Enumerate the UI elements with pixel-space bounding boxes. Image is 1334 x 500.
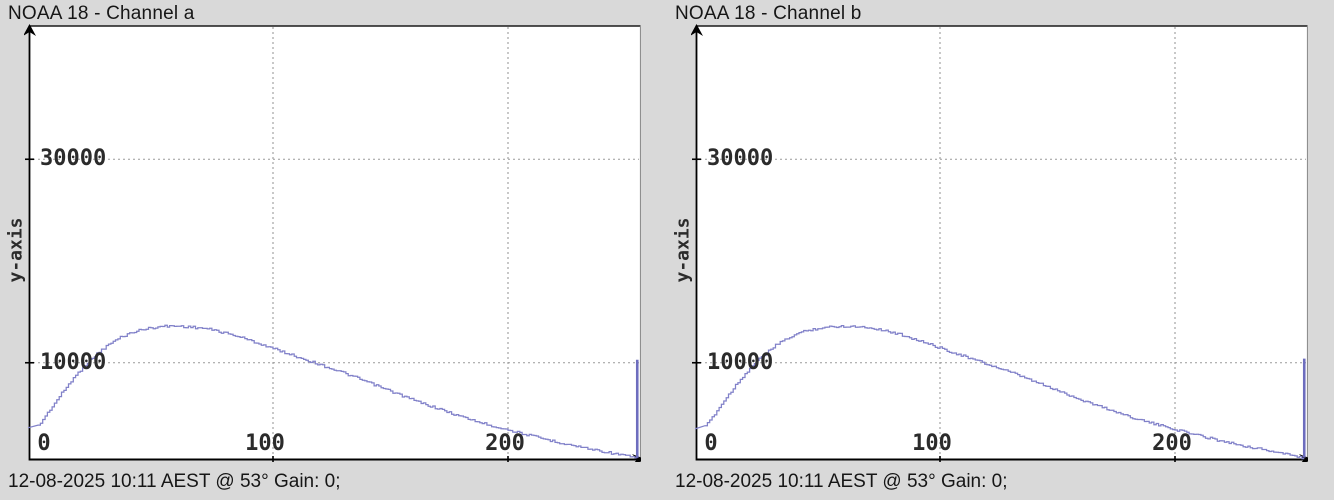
plot-background xyxy=(29,26,641,460)
plot-background xyxy=(696,26,1308,460)
histogram-panel-channel-b: NOAA 18 - Channel b y-axis 30000 10000 0… xyxy=(667,0,1334,500)
x-tick-label-100: 100 xyxy=(912,431,952,456)
caption-text: 12-08-2025 10:11 AEST @ 53° Gain: 0 xyxy=(8,471,336,492)
caption-text: 12-08-2025 10:11 AEST @ 53° Gain: 0 xyxy=(675,471,1003,492)
x-tick-label-200: 200 xyxy=(1152,431,1192,456)
chart-title: NOAA 18 - Channel b xyxy=(675,3,862,24)
histogram-plot xyxy=(691,24,1308,462)
histogram-plot xyxy=(24,24,641,462)
x-tick-label-0: 0 xyxy=(37,431,51,456)
y-axis-label: y-axis xyxy=(5,217,27,283)
histogram-panel-channel-a: NOAA 18 - Channel a y-axis 30000 10000 0… xyxy=(5,3,641,493)
y-tick-label-10000: 10000 xyxy=(707,350,774,375)
timestamp-caption: 12-08-2025 10:11 AEST @ 53° Gain: 0; xyxy=(675,471,1006,493)
y-tick-label-30000: 30000 xyxy=(707,146,774,171)
y-tick-label-10000: 10000 xyxy=(40,350,107,375)
x-tick-label-200: 200 xyxy=(485,431,525,456)
timestamp-caption: 12-08-2025 10:11 AEST @ 53° Gain: 0; xyxy=(8,471,339,493)
y-axis-label: y-axis xyxy=(672,217,694,283)
x-tick-label-0: 0 xyxy=(704,431,718,456)
caption-clipped-character: ; xyxy=(1002,471,1006,493)
chart-title: NOAA 18 - Channel a xyxy=(8,3,195,24)
caption-clipped-character: ; xyxy=(335,471,339,493)
y-tick-label-30000: 30000 xyxy=(40,146,107,171)
x-tick-label-100: 100 xyxy=(245,431,285,456)
